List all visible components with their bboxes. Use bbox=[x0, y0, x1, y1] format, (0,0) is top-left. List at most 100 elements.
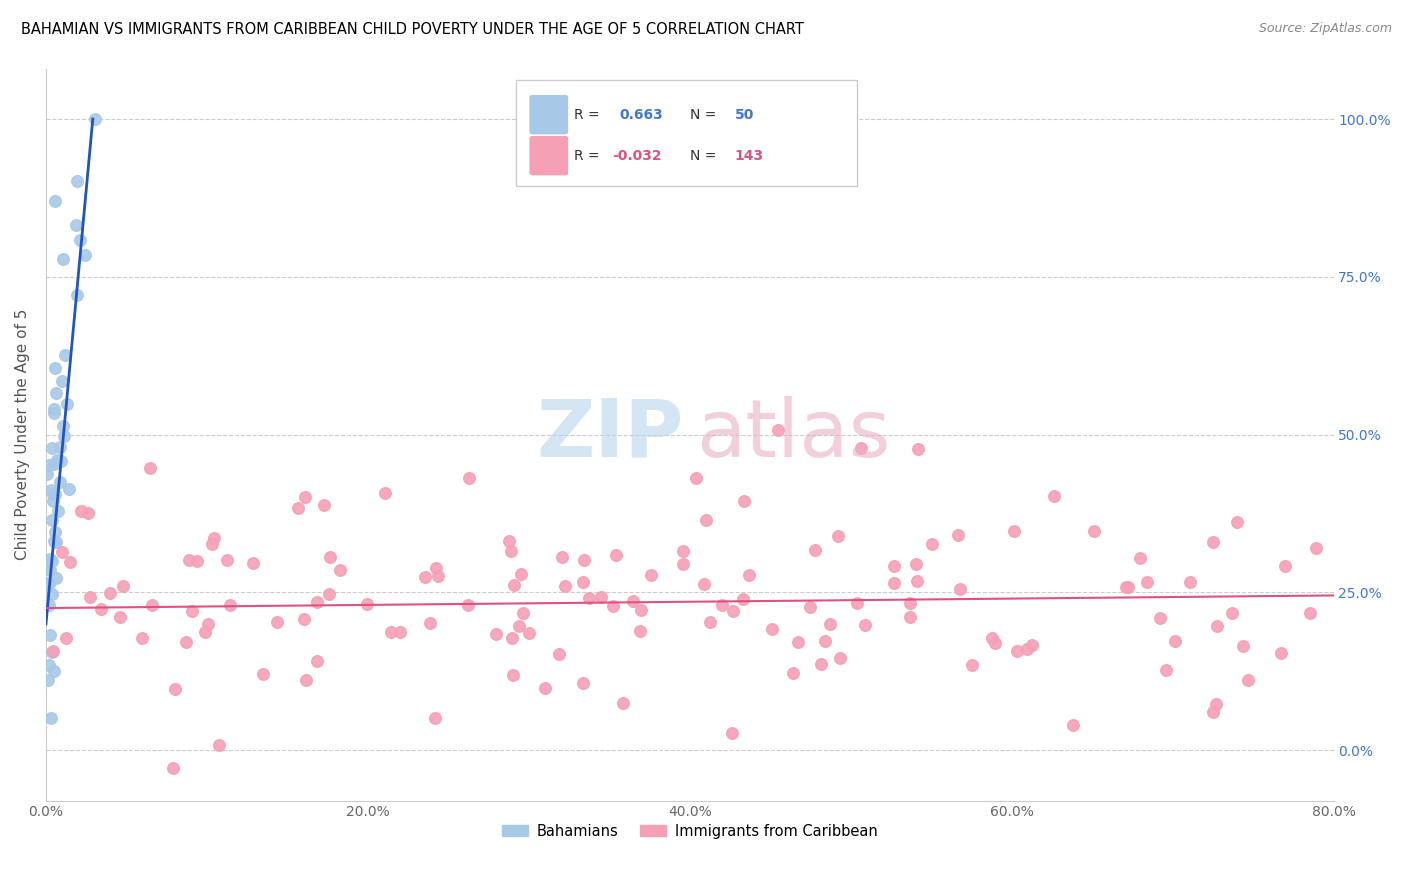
Text: R =: R = bbox=[574, 149, 599, 162]
Point bbox=[319, 549, 342, 564]
Point bbox=[1017, 641, 1039, 656]
Point bbox=[571, 676, 593, 690]
Point bbox=[502, 578, 524, 592]
Text: N =: N = bbox=[690, 149, 716, 162]
Point bbox=[56, 397, 79, 411]
Text: -0.032: -0.032 bbox=[613, 149, 662, 162]
Point bbox=[761, 623, 783, 637]
Point bbox=[44, 487, 66, 501]
Point bbox=[1226, 515, 1249, 529]
Point bbox=[1220, 606, 1243, 620]
Point bbox=[294, 612, 316, 626]
Point bbox=[1274, 558, 1296, 573]
Text: N =: N = bbox=[690, 108, 716, 121]
Point bbox=[41, 554, 63, 568]
Point bbox=[208, 738, 231, 752]
Point bbox=[44, 457, 66, 471]
Point bbox=[898, 596, 921, 610]
Point bbox=[79, 591, 101, 605]
Point bbox=[42, 487, 65, 501]
Point bbox=[984, 636, 1007, 650]
Point bbox=[883, 558, 905, 573]
Point bbox=[38, 598, 60, 612]
Point bbox=[52, 418, 75, 433]
Point bbox=[42, 664, 65, 678]
Point bbox=[804, 543, 827, 558]
Point bbox=[90, 602, 112, 616]
Point bbox=[905, 574, 928, 589]
Point bbox=[374, 485, 396, 500]
Point bbox=[201, 536, 224, 550]
Point bbox=[53, 348, 76, 362]
Point bbox=[605, 549, 627, 563]
Point bbox=[628, 624, 651, 639]
Text: atlas: atlas bbox=[696, 395, 890, 474]
Point bbox=[380, 624, 402, 639]
Point bbox=[731, 592, 754, 607]
Point bbox=[733, 494, 755, 508]
Point bbox=[70, 504, 93, 518]
Point bbox=[572, 575, 595, 590]
Point bbox=[1002, 524, 1025, 538]
Point bbox=[58, 482, 80, 496]
Point bbox=[111, 579, 134, 593]
Point bbox=[418, 615, 440, 630]
Point bbox=[1136, 575, 1159, 590]
Point bbox=[1202, 705, 1225, 719]
Point bbox=[266, 615, 288, 630]
Point bbox=[672, 544, 695, 558]
Point bbox=[602, 599, 624, 613]
Point bbox=[1232, 639, 1254, 653]
Point bbox=[799, 599, 821, 614]
FancyBboxPatch shape bbox=[516, 79, 858, 186]
Point bbox=[41, 513, 63, 527]
Point bbox=[499, 544, 522, 558]
Text: R =: R = bbox=[574, 108, 599, 121]
Point bbox=[39, 628, 62, 642]
Point bbox=[65, 218, 87, 232]
Point bbox=[38, 458, 60, 472]
Point bbox=[685, 470, 707, 484]
Point bbox=[49, 475, 72, 490]
Point bbox=[640, 567, 662, 582]
Point bbox=[508, 618, 530, 632]
Point bbox=[512, 607, 534, 621]
Point bbox=[252, 667, 274, 681]
Point bbox=[846, 596, 869, 610]
Point bbox=[612, 697, 634, 711]
Point bbox=[1154, 663, 1177, 677]
Text: Source: ZipAtlas.com: Source: ZipAtlas.com bbox=[1258, 22, 1392, 36]
Point bbox=[621, 594, 644, 608]
Point bbox=[38, 577, 60, 591]
Point bbox=[1305, 541, 1327, 555]
Point bbox=[42, 493, 65, 508]
Point bbox=[921, 536, 943, 550]
Point bbox=[1299, 606, 1322, 620]
Point bbox=[162, 761, 184, 775]
Point bbox=[1202, 535, 1225, 549]
Point bbox=[413, 569, 436, 583]
Point bbox=[179, 553, 201, 567]
Point bbox=[35, 575, 58, 590]
Point bbox=[84, 112, 107, 126]
Point bbox=[425, 561, 447, 575]
Point bbox=[35, 467, 58, 481]
Point bbox=[457, 470, 479, 484]
Point bbox=[139, 461, 162, 475]
Point bbox=[814, 633, 837, 648]
Point bbox=[329, 563, 352, 577]
Point bbox=[695, 513, 717, 527]
Point bbox=[42, 401, 65, 416]
Point bbox=[194, 624, 217, 639]
Point bbox=[1236, 673, 1258, 687]
Point bbox=[202, 531, 225, 545]
Point bbox=[294, 491, 316, 505]
Point bbox=[1164, 634, 1187, 648]
Point bbox=[782, 665, 804, 680]
Point bbox=[883, 575, 905, 590]
Text: 143: 143 bbox=[735, 149, 763, 162]
Text: ZIP: ZIP bbox=[536, 395, 683, 474]
Point bbox=[1116, 580, 1139, 594]
Point bbox=[962, 658, 984, 673]
Y-axis label: Child Poverty Under the Age of 5: Child Poverty Under the Age of 5 bbox=[15, 309, 30, 560]
